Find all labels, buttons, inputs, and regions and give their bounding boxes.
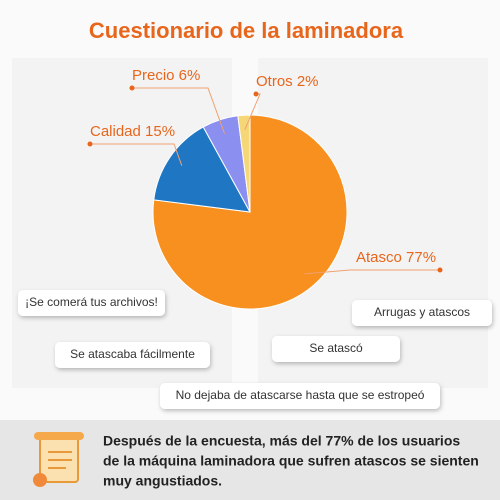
leader-dot [437,267,443,273]
footer-line: de la máquina laminadora que sufren atas… [103,453,479,469]
leader-dot [129,85,135,91]
speech-bubble [55,342,210,368]
footer: Después de la encuesta, más del 77% de l… [103,433,479,489]
footer-line: muy angustiados. [103,473,222,489]
pie-slice [237,114,251,213]
labels: Atasco 77% Calidad 15% Precio 6% Otros 2% [87,67,443,275]
slice-label: Atasco 77% [356,249,436,266]
leader-dot [87,141,93,147]
speech-bubble [352,300,492,326]
leader-dot [253,91,259,97]
speech-bubble [160,383,440,409]
speech-bubble [18,290,165,316]
speech-bubble [272,336,400,362]
slice-label: Precio 6% [132,67,200,84]
bubble-text: ¡Se comerá tus archivos! [25,295,158,309]
footer-band [0,420,500,500]
pie-slice [153,126,251,213]
leader-line [132,87,225,134]
bubbles: ¡Se comerá tus archivos! Arrugas y atasco… [18,290,492,409]
footer-line: Después de la encuesta, más del 77% de l… [103,433,460,449]
bubble-text: Se atascó [309,341,363,355]
leader-line [90,143,183,166]
bubble-text: No dejaba de atascarse hasta que se estr… [176,388,425,402]
slice-label: Calidad 15% [90,123,175,140]
slice-label: Otros 2% [256,73,319,90]
bubble-text: Arrugas y atascos [374,305,470,319]
leader-line [304,269,440,275]
bubble-text: Se atascaba fácilmente [70,347,195,361]
pie [152,114,348,310]
chart-title: Cuestionario de la laminadora [89,18,404,43]
scroll-icon [33,432,84,487]
